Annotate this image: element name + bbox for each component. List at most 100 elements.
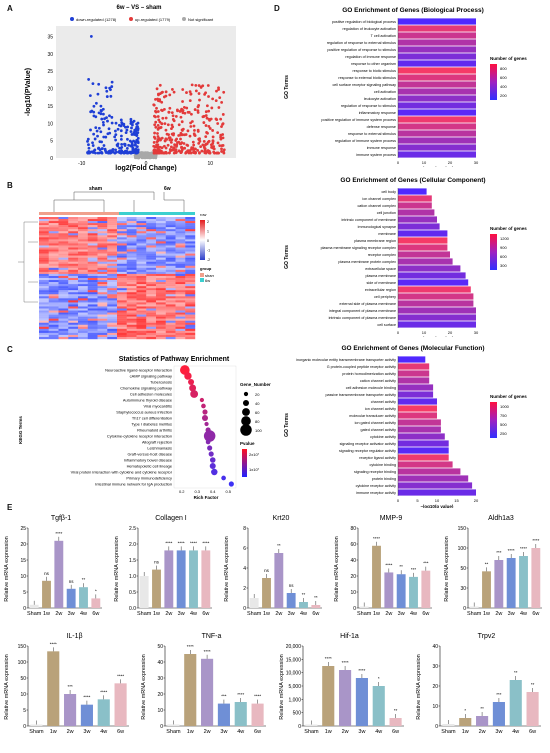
- heatmap-cell: [126, 227, 137, 230]
- volcano-point-ns: [145, 152, 149, 155]
- kegg-bubble: [209, 457, 216, 463]
- volcano-point-ns: [149, 152, 152, 156]
- volcano-point-down: [116, 142, 120, 146]
- heatmap-cell: [126, 221, 137, 224]
- heatmap-cell: [97, 302, 108, 305]
- heatmap-cell: [185, 300, 196, 303]
- volcano-point-up: [206, 84, 210, 87]
- volcano-point-up: [153, 114, 156, 118]
- go-bar: [398, 95, 476, 102]
- kegg-term-label: Cell adhesion molecules: [130, 392, 172, 397]
- heatmap-cell: [68, 275, 79, 279]
- volcano-point-up: [168, 106, 172, 110]
- bar-significance: ****: [178, 540, 185, 545]
- go-bar: [398, 258, 453, 265]
- volcano-point-down: [133, 132, 137, 135]
- bar-significance: ****: [373, 536, 380, 541]
- heatmap-cell: [165, 251, 176, 254]
- volcano-point-up: [180, 148, 184, 152]
- heatmap-cell: [97, 227, 108, 230]
- heatmap-cell: [68, 233, 79, 236]
- go-term-label: molecular transducer activity: [349, 414, 396, 418]
- volcano-point-up: [181, 88, 185, 91]
- heatmap-cell: [87, 280, 98, 283]
- heatmap-cell: [175, 257, 186, 260]
- heatmap-cell: [107, 219, 118, 222]
- heatmap-cell: [107, 326, 118, 330]
- heatmap-cell: [156, 261, 166, 264]
- kegg-bubble: [204, 421, 209, 427]
- go-legend-title: Number of genes: [490, 56, 527, 61]
- volcano-point-up: [216, 151, 220, 155]
- go-term-label: receptor ligand activity: [359, 456, 396, 460]
- bar-chart-xtick: Sham: [304, 729, 319, 735]
- volcano-point-up: [211, 135, 215, 139]
- heatmap-cell: [185, 306, 196, 309]
- bar-chart-xtick: 1w: [43, 611, 50, 617]
- kegg-bubble: [208, 451, 214, 457]
- heatmap-cell: [136, 318, 147, 321]
- go-xlabel: −log10(p value): [421, 504, 454, 508]
- bar-chart-xtick: 3w: [178, 611, 185, 617]
- heatmap-cell: [126, 296, 137, 299]
- heatmap-cell: [126, 237, 137, 240]
- heatmap-cell: [39, 257, 49, 260]
- heatmap-cell: [156, 322, 166, 325]
- bar: [286, 593, 296, 608]
- heatmap-cell: [68, 267, 79, 271]
- heatmap-cell: [185, 255, 196, 258]
- kegg-colorbar: [242, 449, 247, 477]
- heatmap-cell: [97, 257, 108, 260]
- volcano-plot: 6w – VS – sham down-regulated (1278) up-…: [25, 5, 236, 172]
- heatmap-cell: [146, 294, 157, 297]
- heatmap-cell: [87, 288, 98, 291]
- heatmap-cell: [48, 245, 59, 248]
- go-term-label: regulation of immune system process: [335, 139, 396, 143]
- go-term-label: ion channel complex: [362, 197, 396, 201]
- heatmap-cell: [175, 284, 186, 287]
- bar-chart-xtick: 6w: [202, 611, 209, 617]
- heatmap-cell: [136, 332, 147, 336]
- volcano-point-down: [96, 92, 100, 96]
- volcano-point-down: [114, 138, 118, 142]
- heatmap-cell: [87, 239, 98, 242]
- heatmap-cell: [39, 217, 49, 220]
- heatmap-cell: [39, 300, 49, 303]
- heatmap-cell: [48, 300, 59, 303]
- bar-significance: ****: [520, 546, 527, 551]
- volcano-point-down: [114, 121, 118, 125]
- heatmap-cell: [117, 251, 127, 254]
- go-legend-tick: 750: [500, 413, 507, 418]
- heatmap-cell: [165, 227, 176, 230]
- bar-chart-xtick: Sham: [467, 611, 482, 617]
- heatmap-cell: [87, 247, 98, 250]
- bar: [176, 550, 186, 608]
- heatmap-cell: [146, 300, 157, 303]
- heatmap-cell: [97, 255, 108, 258]
- heatmap-cell: [58, 318, 69, 321]
- volcano-point-down: [129, 130, 133, 133]
- heatmap-cell: [117, 217, 127, 220]
- heatmap-cell: [97, 294, 108, 297]
- kegg-bubble: [209, 462, 216, 470]
- heatmap-cell: [126, 314, 137, 317]
- heatmap-cell: [146, 302, 157, 305]
- heatmap-cell: [156, 241, 166, 244]
- heatmap-cell: [48, 233, 59, 236]
- bar: [91, 598, 101, 608]
- heatmap-cell: [97, 312, 108, 315]
- heatmap-cell: [165, 261, 176, 264]
- heatmap-cell: [48, 282, 59, 285]
- go-bar: [398, 188, 427, 195]
- volcano-point-up: [184, 133, 188, 136]
- volcano-point-up: [217, 106, 221, 109]
- heatmap-cell: [107, 296, 118, 299]
- heatmap-cell: [185, 332, 196, 336]
- heatmap-cell: [39, 273, 49, 277]
- heatmap-cell: [58, 217, 69, 220]
- heatmap-cell: [58, 239, 69, 242]
- bar-chart-ytick: 1.0: [129, 574, 136, 580]
- heatmap-cell: [107, 310, 118, 313]
- bar-chart-xtick: 6w: [92, 611, 99, 617]
- heatmap-cell: [185, 320, 196, 323]
